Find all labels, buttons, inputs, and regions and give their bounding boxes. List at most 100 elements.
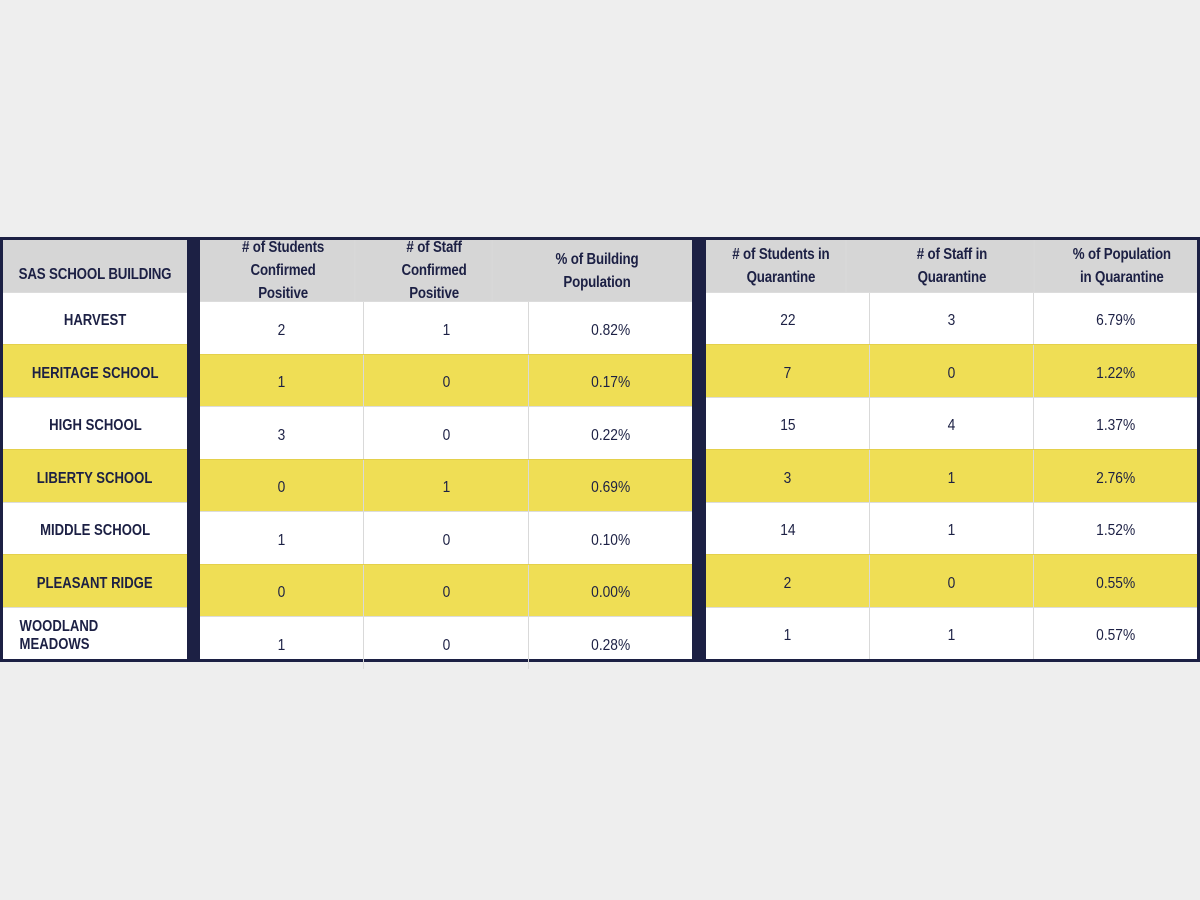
confirmed-body: 2 1 0.82% 1 0 0.17% 3 0 0.22% 0 1 0.69% 1 0 0.10% 0 0 0.0… (200, 301, 692, 669)
students-quarantine-cell: 14 (706, 502, 870, 554)
building-pct-header: % of Building Population (555, 250, 639, 291)
staff-quarantine-cell: 0 (870, 345, 1034, 397)
building-name-cell-text: PLEASANT RIDGE (37, 574, 153, 592)
building-name-cell: HARVEST (3, 293, 187, 345)
building-pct-cell: 0.22% (529, 407, 692, 459)
population-quarantine-cell: 0.57% (1034, 608, 1197, 660)
confirmed-header-row: # of Students Confirmed Positive # of St… (200, 239, 692, 302)
building-pct-cell-text: 0.00% (590, 584, 630, 602)
covid-cases-table: SAS SCHOOL BUILDING HARVEST HERITAGE SCHO… (0, 237, 1200, 669)
staff-confirmed-cell: 1 (364, 459, 529, 511)
building-panel: SAS SCHOOL BUILDING HARVEST HERITAGE SCHO… (3, 240, 187, 659)
students-quarantine-cell-text: 3 (783, 469, 792, 487)
table-row: MIDDLE SCHOOL (3, 501, 187, 555)
staff-confirmed-cell-text: 0 (442, 374, 450, 392)
population-quarantine-cell: 1.22% (1034, 345, 1197, 397)
population-quarantine-cell-text: 0.55% (1095, 574, 1136, 592)
students-quarantine-cell-text: 7 (783, 364, 792, 382)
students-confirmed-cell: 1 (200, 617, 365, 669)
population-quarantine-cell: 0.55% (1034, 555, 1197, 607)
building-name-cell-text: HARVEST (63, 312, 127, 330)
building-pct-cell-text: 0.28% (590, 636, 630, 654)
staff-quarantine-cell: 4 (870, 397, 1034, 449)
quarantine-body: 22 3 6.79% 7 0 1.22% 15 4 1.37% 3 1 2.76% 14 1 1.52% 2 0… (706, 291, 1197, 660)
students-confirmed-cell: 1 (200, 354, 365, 406)
table-row: LIBERTY SCHOOL (3, 449, 187, 502)
staff-confirmed-cell-text: 0 (442, 426, 450, 444)
building-name-cell-text: HERITAGE SCHOOL (31, 364, 159, 382)
staff-confirmed-cell: 1 (364, 302, 529, 354)
students-confirmed-cell-text: 3 (277, 426, 286, 444)
building-name-cell: MIDDLE SCHOOL (3, 503, 187, 555)
staff-quarantine-cell-text: 0 (947, 574, 956, 592)
students-quarantine-cell-text: 1 (783, 627, 792, 645)
students-confirmed-cell: 0 (200, 459, 365, 511)
building-pct-cell-text: 0.69% (590, 479, 630, 497)
table-row: HERITAGE SCHOOL (3, 344, 187, 397)
staff-quarantine-cell: 1 (870, 607, 1034, 659)
students-quarantine-cell: 1 (706, 607, 870, 659)
table-row: 7 0 1.22% (706, 344, 1197, 397)
students-confirmed-cell: 3 (200, 407, 365, 459)
staff-quarantine-cell-text: 1 (947, 469, 956, 487)
population-quarantine-cell-text: 1.52% (1095, 522, 1136, 540)
students-confirmed-cell: 2 (200, 302, 365, 354)
staff-confirmed-header: # of Staff Confirmed Positive (376, 239, 493, 302)
staff-confirmed-cell: 0 (364, 617, 529, 669)
staff-confirmed-cell-text: 1 (442, 321, 450, 339)
students-confirmed-cell-text: 1 (277, 374, 286, 392)
table-row: 2 0 0.55% (706, 554, 1197, 607)
students-quarantine-cell: 3 (706, 450, 870, 502)
building-name-cell-text: WOODLAND MEADOWS (19, 618, 99, 654)
students-confirmed-cell: 1 (200, 512, 365, 564)
building-pct-cell: 0.82% (529, 302, 692, 354)
students-quarantine-cell-text: 14 (779, 522, 796, 540)
building-pct-cell-text: 0.22% (590, 426, 630, 444)
staff-confirmed-cell-text: 1 (442, 479, 450, 497)
staff-quarantine-cell: 1 (870, 450, 1034, 502)
students-quarantine-cell-text: 2 (783, 574, 792, 592)
staff-quarantine-cell-text: 0 (947, 364, 956, 382)
table-row: WOODLAND MEADOWS (3, 606, 187, 660)
quarantine-panel: # of Students in Quarantine # of Staff i… (706, 240, 1197, 659)
staff-confirmed-cell-text: 0 (442, 636, 450, 654)
students-quarantine-cell: 2 (706, 555, 870, 607)
students-quarantine-header: # of Students in Quarantine (717, 240, 847, 292)
table-row: HIGH SCHOOL (3, 396, 187, 450)
building-name-cell: LIBERTY SCHOOL (3, 450, 187, 502)
building-name-cell: HIGH SCHOOL (3, 398, 187, 450)
table-row: 1 1 0.57% (706, 606, 1197, 660)
building-pct-cell-text: 0.17% (590, 374, 630, 392)
table-row: 14 1 1.52% (706, 501, 1197, 554)
staff-quarantine-cell: 0 (870, 555, 1034, 607)
building-name-cell: PLEASANT RIDGE (3, 555, 187, 607)
students-quarantine-cell: 15 (706, 397, 870, 449)
students-quarantine-cell: 7 (706, 345, 870, 397)
staff-confirmed-cell: 0 (364, 407, 529, 459)
table-row: 15 4 1.37% (706, 396, 1197, 449)
students-confirmed-cell: 0 (200, 564, 365, 616)
staff-quarantine-cell-text: 1 (947, 627, 956, 645)
staff-quarantine-header: # of Staff in Quarantine (870, 240, 1034, 292)
building-name-cell: WOODLAND MEADOWS (3, 608, 187, 660)
building-pct-cell: 0.00% (529, 565, 692, 617)
staff-confirmed-cell: 0 (364, 564, 529, 616)
table-row: 1 0 0.10% (200, 511, 692, 564)
staff-quarantine-cell: 1 (870, 502, 1034, 554)
staff-quarantine-cell-text: 1 (947, 522, 956, 540)
building-column-body: HARVEST HERITAGE SCHOOL HIGH SCHOOL LIBERTY… (3, 291, 187, 660)
table-row: 1 0 0.28% (200, 616, 692, 669)
confirmed-panel: # of Students Confirmed Positive # of St… (200, 239, 692, 669)
building-name-cell-text: HIGH SCHOOL (48, 417, 142, 435)
population-quarantine-cell: 2.76% (1034, 450, 1197, 502)
staff-confirmed-cell-text: 0 (442, 584, 450, 602)
table-row: HARVEST (3, 291, 187, 345)
staff-quarantine-cell-text: 4 (947, 417, 956, 435)
building-name-cell-text: LIBERTY SCHOOL (37, 469, 153, 487)
students-confirmed-cell-text: 2 (277, 321, 286, 339)
population-quarantine-cell-text: 1.37% (1095, 417, 1136, 435)
students-quarantine-cell-text: 22 (779, 312, 796, 330)
building-pct-cell-text: 0.82% (590, 321, 630, 339)
staff-confirmed-cell: 0 (364, 354, 529, 406)
building-pct-cell: 0.10% (529, 512, 692, 564)
